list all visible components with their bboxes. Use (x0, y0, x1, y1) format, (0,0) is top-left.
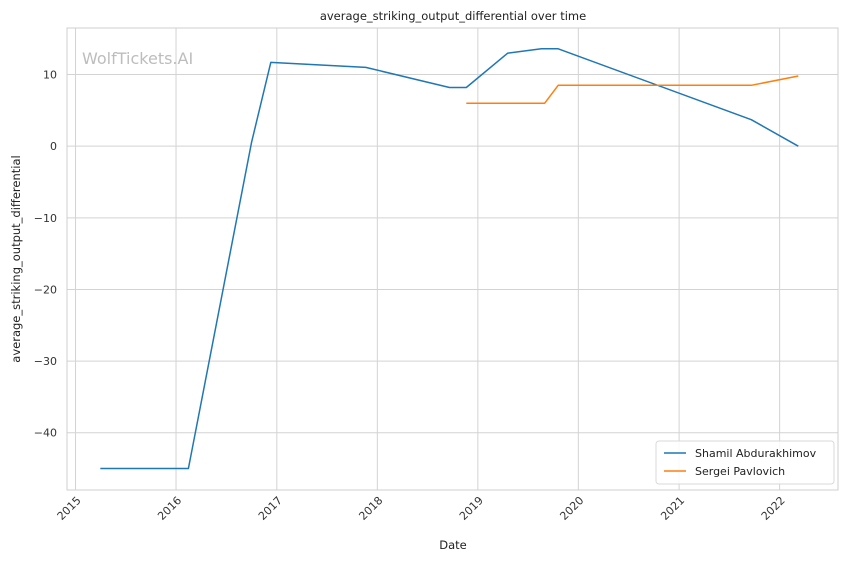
series-lines (100, 48, 799, 470)
chart-title: average_striking_output_differential ove… (320, 9, 586, 23)
grid-lines (67, 28, 838, 490)
legend-label-shamil: Shamil Abdurakhimov (695, 447, 817, 460)
y-axis-title: average_striking_output_differential (9, 155, 23, 362)
y-tick-label: 10 (43, 69, 57, 82)
plot-area-frame (66, 27, 839, 491)
legend-box (655, 440, 835, 485)
y-tick-label: −40 (34, 427, 57, 440)
legend: Shamil Abdurakhimov Sergei Pavlovich (655, 440, 835, 485)
y-tick-label: 0 (50, 140, 57, 153)
y-tick-label: −30 (34, 355, 57, 368)
legend-label-sergei: Sergei Pavlovich (695, 465, 785, 478)
y-tick-label: −20 (34, 283, 57, 296)
watermark: WolfTickets.AI (82, 49, 193, 68)
series-line-sergei-pavlovich (466, 75, 799, 104)
series-line-shamil-abdurakhimov (100, 48, 799, 470)
x-axis-title: Date (439, 538, 467, 552)
y-tick-label: −10 (34, 212, 57, 225)
